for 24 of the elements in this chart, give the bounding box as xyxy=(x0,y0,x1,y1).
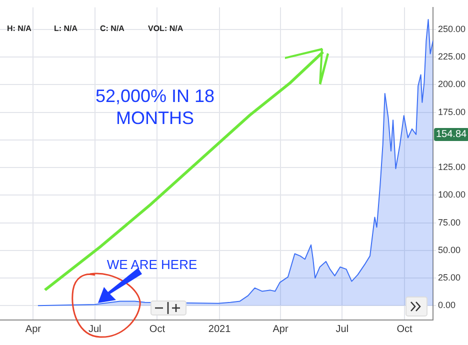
y-tick-label: 175.00 xyxy=(438,106,466,117)
y-tick-label: 25.00 xyxy=(438,272,461,283)
annotation: H: N/A xyxy=(7,24,32,33)
annotation: 154.84 xyxy=(434,128,468,141)
x-tick-label: Jul xyxy=(336,324,349,335)
annotation: L: N/A xyxy=(54,24,78,33)
x-tick-label: 2021 xyxy=(208,324,232,335)
y-tick-label: 200.00 xyxy=(438,79,466,90)
annotation: WE ARE HERE xyxy=(106,256,198,272)
x-tick-label: Apr xyxy=(272,324,289,335)
x-tick-label: Oct xyxy=(396,324,413,335)
y-tick-label: 225.00 xyxy=(438,52,466,62)
annotation: C: N/A xyxy=(100,24,124,33)
y-tick-label: 250.00 xyxy=(438,24,466,34)
y-tick-label: 100.00 xyxy=(438,190,466,200)
x-tick-label: Jul xyxy=(88,324,102,335)
x-tick-label: Apr xyxy=(25,324,42,335)
y-tick-label: 50.00 xyxy=(438,244,461,255)
y-tick-label: 125.00 xyxy=(438,162,466,172)
x-tick-label: Oct xyxy=(149,324,166,335)
y-tick-label: 75.00 xyxy=(438,217,461,228)
annotation: VOL: N/A xyxy=(148,24,184,33)
annotation: 52,000% IN 18 MONTHS xyxy=(94,85,216,129)
y-tick-label: 0.00 xyxy=(438,300,456,310)
